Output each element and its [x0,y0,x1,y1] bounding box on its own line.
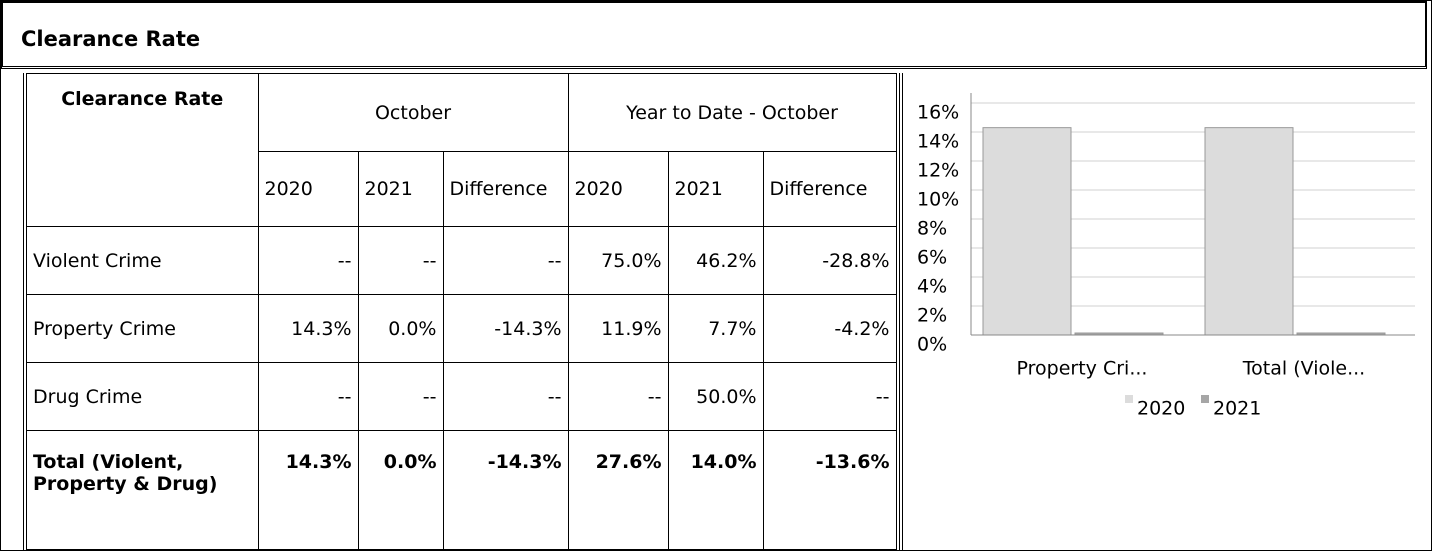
title: Clearance Rate [1,1,1427,69]
column-header: 2020 [257,151,359,227]
column-header: 2021 [357,151,444,227]
corner-header: Clearance Rate [24,73,259,227]
cell: 0.0% [357,430,444,550]
cell: 7.7% [667,294,764,363]
cell: -- [257,226,359,295]
y-tick-label: 10% [917,189,959,211]
row-label: Drug Crime [24,362,259,431]
column-header: Difference [442,151,569,227]
row-label: Property Crime [24,294,259,363]
bar [1204,127,1294,336]
clearance-table: Clearance Rate October Year to Date - Octo… [23,73,897,550]
group-header: October [257,73,569,152]
cell: 27.6% [567,430,669,550]
column-header: 2020 [567,151,669,227]
table-row: Property Crime 14.3% 0.0% -14.3% 11.9% 7.7% -4… [24,294,897,363]
chart: 0% 2% 4% 6% 8% 10% 12% 14% 16% Property Cri... Tot… [899,73,1415,550]
y-tick-label: 0% [917,334,947,356]
legend-swatch [1201,395,1209,403]
cell: 75.0% [567,226,669,295]
table-row: Clearance Rate October Year to Date - Octo… [24,73,897,227]
cell: 14.3% [257,430,359,550]
y-tick-label: 8% [917,218,947,240]
table-row: Total (Violent, Property & Drug) 14.3% 0.0… [24,430,897,550]
cell: -- [442,362,569,431]
cell: -14.3% [442,294,569,363]
table-row: 2020 2021 Difference 2020 2021 Difference [25,151,897,227]
cell: -- [257,362,359,431]
y-tick-label: 16% [917,102,959,124]
cell: -4.2% [762,294,897,363]
cell: 50.0% [667,362,764,431]
column-header: Difference [762,151,897,227]
cell: 14.3% [257,294,359,363]
cell: 14.0% [667,430,764,550]
y-tick-label: 4% [917,276,947,298]
column-header: 2021 [667,151,764,227]
cell: -28.8% [762,226,897,295]
cell: 46.2% [667,226,764,295]
group-header: Year to Date - October [567,73,897,152]
cell: -- [567,362,669,431]
cell: 11.9% [567,294,669,363]
row-label: Total (Violent, Property & Drug) [24,430,259,550]
y-tick-label: 14% [917,131,959,153]
cell: 0.0% [357,294,444,363]
row-label: Violent Crime [24,226,259,295]
cell: -- [442,226,569,295]
y-tick-label: 12% [917,160,959,182]
legend-label: 2021 [1213,398,1261,420]
cell: -- [357,226,444,295]
x-tick-label: Total (Viole... [1242,358,1365,380]
cell: -- [357,362,444,431]
legend-label: 2020 [1137,398,1185,420]
bar [982,127,1072,336]
cell: -13.6% [762,430,897,550]
table-row: Drug Crime -- -- -- -- 50.0% -- [24,362,897,431]
y-tick-label: 2% [917,305,947,327]
x-tick-label: Property Cri... [1017,358,1148,380]
y-tick-label: 6% [917,247,947,269]
cell: -14.3% [442,430,569,550]
table-row: Violent Crime -- -- -- 75.0% 46.2% -28.8% [24,226,897,295]
cell: -- [762,362,897,431]
legend-swatch [1125,395,1133,403]
